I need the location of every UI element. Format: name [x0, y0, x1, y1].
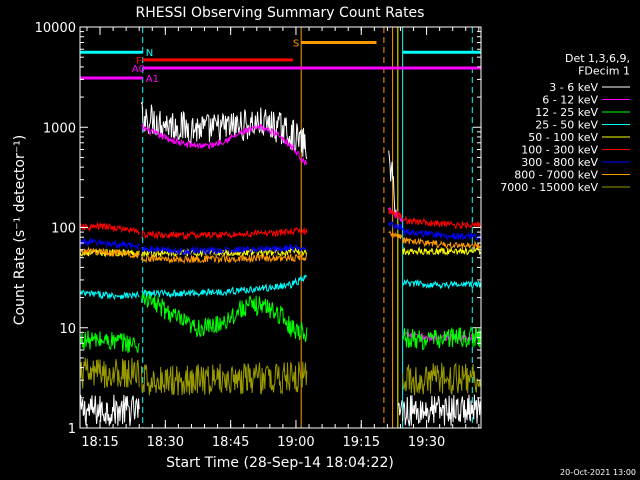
chart-title: RHESSI Observing Summary Count Rates	[136, 5, 425, 21]
flag-label-n: N	[146, 48, 153, 59]
legend-entry-label: 12 - 25 keV	[535, 106, 598, 119]
legend-entry-label: 25 - 50 keV	[535, 119, 598, 132]
legend-header-line: Det 1,3,6,9,	[565, 52, 630, 65]
series-line-7-seg-0	[79, 246, 140, 260]
flag-label-s: S	[293, 39, 299, 50]
series-line-3-seg-0	[79, 289, 140, 301]
series-line-8-seg-2	[402, 362, 482, 396]
legend-entry-label: 300 - 800 keV	[521, 156, 598, 169]
series-line-0-seg-1	[140, 101, 308, 160]
series-line-3-seg-1	[141, 274, 308, 299]
x-tick-label: 18:30	[147, 435, 184, 450]
series-line-6-seg-3	[402, 227, 482, 242]
legend-entry-label: 100 - 300 keV	[521, 144, 598, 157]
y-tick-label: 10000	[35, 21, 76, 36]
series-line-2-seg-0	[79, 330, 140, 354]
series-line-8-seg-1	[140, 361, 308, 396]
legend-entry-label: 3 - 6 keV	[549, 81, 598, 94]
legend-entry-label: 50 - 100 keV	[528, 131, 598, 144]
footer-date: 20-Oct-2021 13:00	[560, 468, 636, 477]
x-axis-label: Start Time (28-Sep-14 18:04:22)	[166, 455, 394, 471]
series-line-5-seg-0	[79, 221, 140, 236]
y-tick-label: 1	[68, 422, 76, 437]
series-line-4-seg-2	[402, 246, 482, 256]
legend-header-line: FDecim 1	[578, 65, 630, 78]
series-line-1-seg-0	[141, 123, 308, 166]
series-line-0-seg-2	[388, 150, 397, 217]
series-line-0-seg-4	[402, 394, 482, 427]
x-tick-label: 19:15	[343, 435, 380, 450]
series-line-6-seg-2	[388, 221, 403, 232]
x-tick-label: 19:30	[408, 435, 445, 450]
x-tick-label: 19:00	[277, 435, 314, 450]
legend-entry-label: 7000 - 15000 keV	[500, 181, 598, 194]
series-line-5-seg-3	[402, 216, 482, 230]
y-tick-label: 1000	[43, 121, 76, 136]
series-line-8-seg-0	[79, 357, 140, 389]
series-line-3-seg-2	[402, 278, 482, 290]
series-line-2-seg-2	[402, 325, 482, 350]
series-line-7-seg-1	[140, 252, 308, 265]
x-tick-label: 18:45	[212, 435, 249, 450]
flag-label-f: F	[136, 56, 142, 67]
flag-label-a0: A0	[132, 64, 145, 75]
flag-label-a1: A1	[146, 74, 159, 85]
series-line-6-seg-0	[79, 237, 140, 251]
plot-frame	[79, 26, 482, 429]
legend-entry-label: 6 - 12 keV	[542, 94, 598, 107]
series-line-6-seg-1	[141, 243, 308, 257]
series-line-0-seg-0	[79, 394, 140, 427]
legend-entry-label: 800 - 7000 keV	[514, 169, 598, 182]
series-line-7-seg-3	[402, 236, 482, 251]
series-line-5-seg-1	[140, 227, 308, 241]
x-tick-label: 18:15	[81, 435, 118, 450]
y-tick-label: 100	[51, 222, 76, 237]
y-tick-label: 10	[59, 322, 76, 337]
series-line-7-seg-2	[388, 230, 403, 240]
series-line-2-seg-1	[140, 290, 308, 343]
series-line-0-seg-3	[397, 400, 403, 416]
y-axis-label: Count Rate (s⁻¹ detector⁻¹)	[12, 135, 28, 325]
series-line-5-seg-2	[388, 208, 403, 220]
